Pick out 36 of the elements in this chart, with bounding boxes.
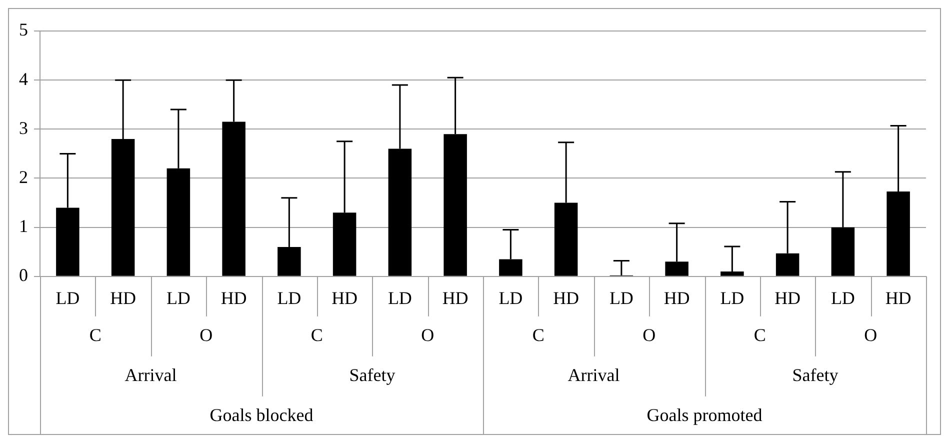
x-tick-label: LD bbox=[277, 288, 302, 308]
text: Safety bbox=[792, 365, 838, 386]
y-tick-label: 4 bbox=[19, 68, 28, 89]
text: O bbox=[642, 325, 656, 346]
x-tick-label: LD bbox=[498, 288, 523, 308]
text: Safety bbox=[349, 365, 396, 386]
text: O bbox=[200, 325, 213, 346]
x-tick-label: LD bbox=[166, 288, 190, 308]
y-tick-label: 3 bbox=[19, 118, 28, 138]
y-tick-label: 0 bbox=[19, 265, 28, 286]
text: C bbox=[754, 325, 766, 346]
x-tick-label: LD bbox=[388, 288, 412, 308]
text: Goals blocked bbox=[210, 405, 314, 426]
x-tick-label: LD bbox=[56, 288, 80, 308]
x-tick-label: HD bbox=[332, 288, 358, 308]
text: Arrival bbox=[568, 365, 620, 386]
text: O bbox=[421, 325, 434, 346]
x-tick-label: LD bbox=[830, 288, 855, 308]
x-tick-label: LD bbox=[609, 288, 634, 308]
text: Goals promoted bbox=[646, 405, 762, 426]
text: O bbox=[864, 325, 878, 346]
text: C bbox=[310, 325, 323, 346]
x-tick-label: HD bbox=[553, 288, 580, 308]
y-tick-label: 1 bbox=[19, 216, 28, 236]
text: Arrival bbox=[124, 365, 177, 386]
text: C bbox=[532, 325, 544, 346]
x-tick-label: HD bbox=[885, 288, 912, 308]
x-tick-label: HD bbox=[220, 288, 247, 308]
y-tick-label: 2 bbox=[19, 166, 28, 187]
x-tick-label: LD bbox=[720, 288, 744, 308]
text: C bbox=[89, 325, 102, 346]
x-tick-label: HD bbox=[774, 288, 801, 308]
x-tick-label: HD bbox=[664, 288, 690, 308]
y-tick-label: 5 bbox=[19, 20, 28, 40]
x-tick-label: HD bbox=[442, 288, 468, 308]
x-tick-label: HD bbox=[110, 288, 136, 308]
